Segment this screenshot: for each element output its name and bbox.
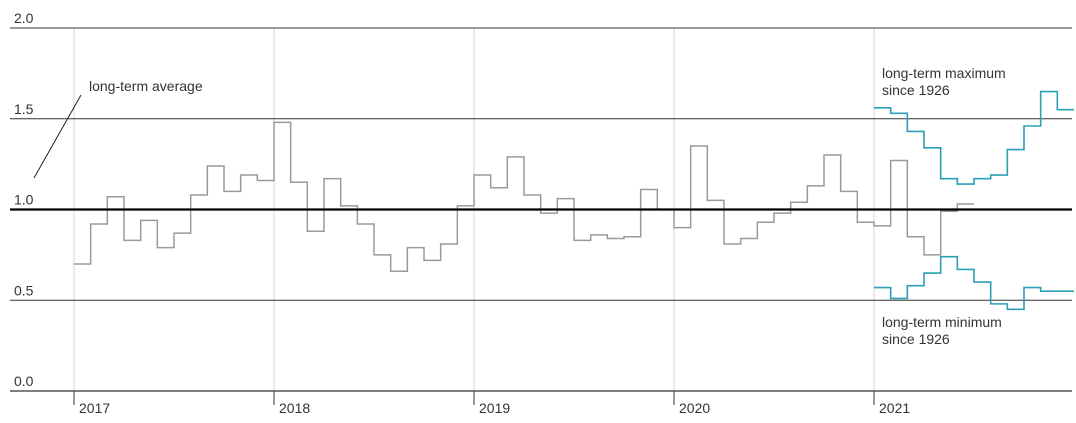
series-layer: [74, 90, 1074, 311]
long-term-minimum-label-line: since 1926: [882, 331, 950, 347]
long-term-average-label: long-term average: [89, 78, 203, 94]
series-line-long-term-maximum: [874, 90, 1074, 185]
series-line-long-term-minimum: [874, 255, 1074, 311]
x-tick-label: 2017: [79, 400, 110, 416]
x-tick-label: 2020: [679, 400, 710, 416]
x-tick-label: 2021: [879, 400, 910, 416]
x-tick-label: 2018: [279, 400, 310, 416]
y-tick-label: 2.0: [14, 10, 34, 26]
series-line-monthly: [74, 121, 974, 272]
axes: [10, 208, 1072, 405]
x-tick-label: 2019: [479, 400, 510, 416]
labels: 0.0 0.5 1.0 1.5 2.0 2017 2018 2019 2020 2021 long-…: [14, 10, 1006, 416]
y-tick-label: 0.0: [14, 373, 34, 389]
long-term-maximum-label-line: long-term maximum: [882, 65, 1006, 81]
long-term-minimum-label: long-term minimum since 1926: [882, 314, 1002, 347]
long-term-average-leader-line: [33, 94, 82, 179]
long-term-maximum-label: long-term maximum since 1926: [882, 65, 1006, 98]
y-tick-label: 1.5: [14, 101, 34, 117]
y-tick-label: 0.5: [14, 282, 34, 298]
long-term-maximum-label-line: since 1926: [882, 82, 950, 98]
y-tick-label: 1.0: [14, 192, 34, 208]
long-term-minimum-label-line: long-term minimum: [882, 314, 1002, 330]
